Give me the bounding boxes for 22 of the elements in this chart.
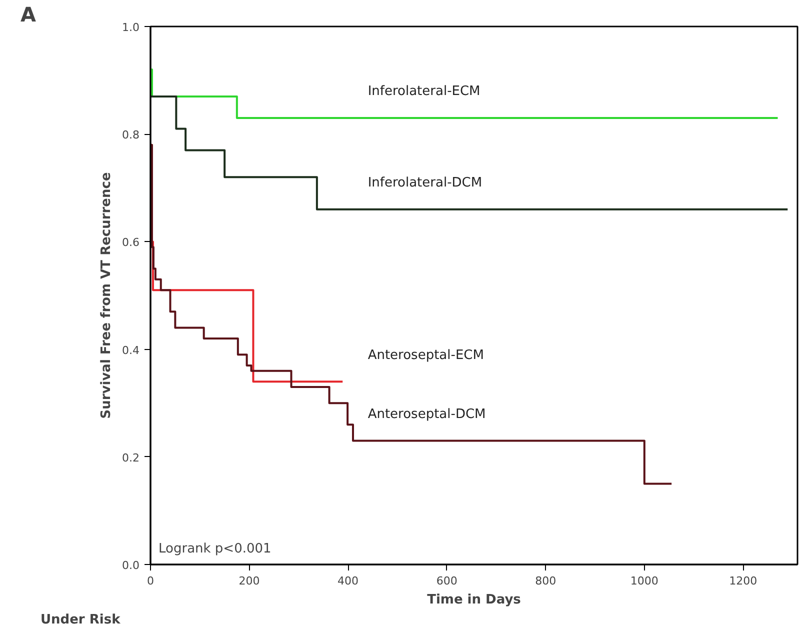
y-tick-label: 0.2 [122, 451, 140, 464]
series-label: Inferolateral-ECM [368, 84, 480, 100]
y-tick-label: 0.8 [122, 128, 140, 142]
series-label: Inferolateral-DCM [368, 176, 482, 191]
x-tick-label: 800 [535, 574, 556, 588]
text: Under Risk [40, 612, 121, 627]
x-axis-title: Time in Days [427, 592, 522, 608]
y-tick-label: 0.4 [122, 344, 140, 357]
y-tick-label: 0.6 [122, 236, 140, 250]
y-tick-label: 0.0 [122, 559, 140, 572]
x-tick-label: 200 [238, 574, 260, 588]
x-tick-label: 400 [338, 574, 359, 588]
x-tick-label: 1000 [630, 574, 658, 588]
y-tick-label: 1.0 [122, 21, 140, 34]
annotation: Logrank p<0.001 [158, 542, 272, 556]
x-tick-label: 600 [436, 574, 458, 588]
chart-title: A [20, 2, 36, 26]
x-tick-label: 0 [147, 574, 154, 588]
series-label: Anteroseptal-DCM [368, 406, 486, 422]
x-tick-label: 1200 [729, 574, 758, 588]
text: Anteroseptal-ECM [368, 348, 484, 363]
y-axis-title: Survival Free from VT Recurrence [99, 172, 114, 419]
